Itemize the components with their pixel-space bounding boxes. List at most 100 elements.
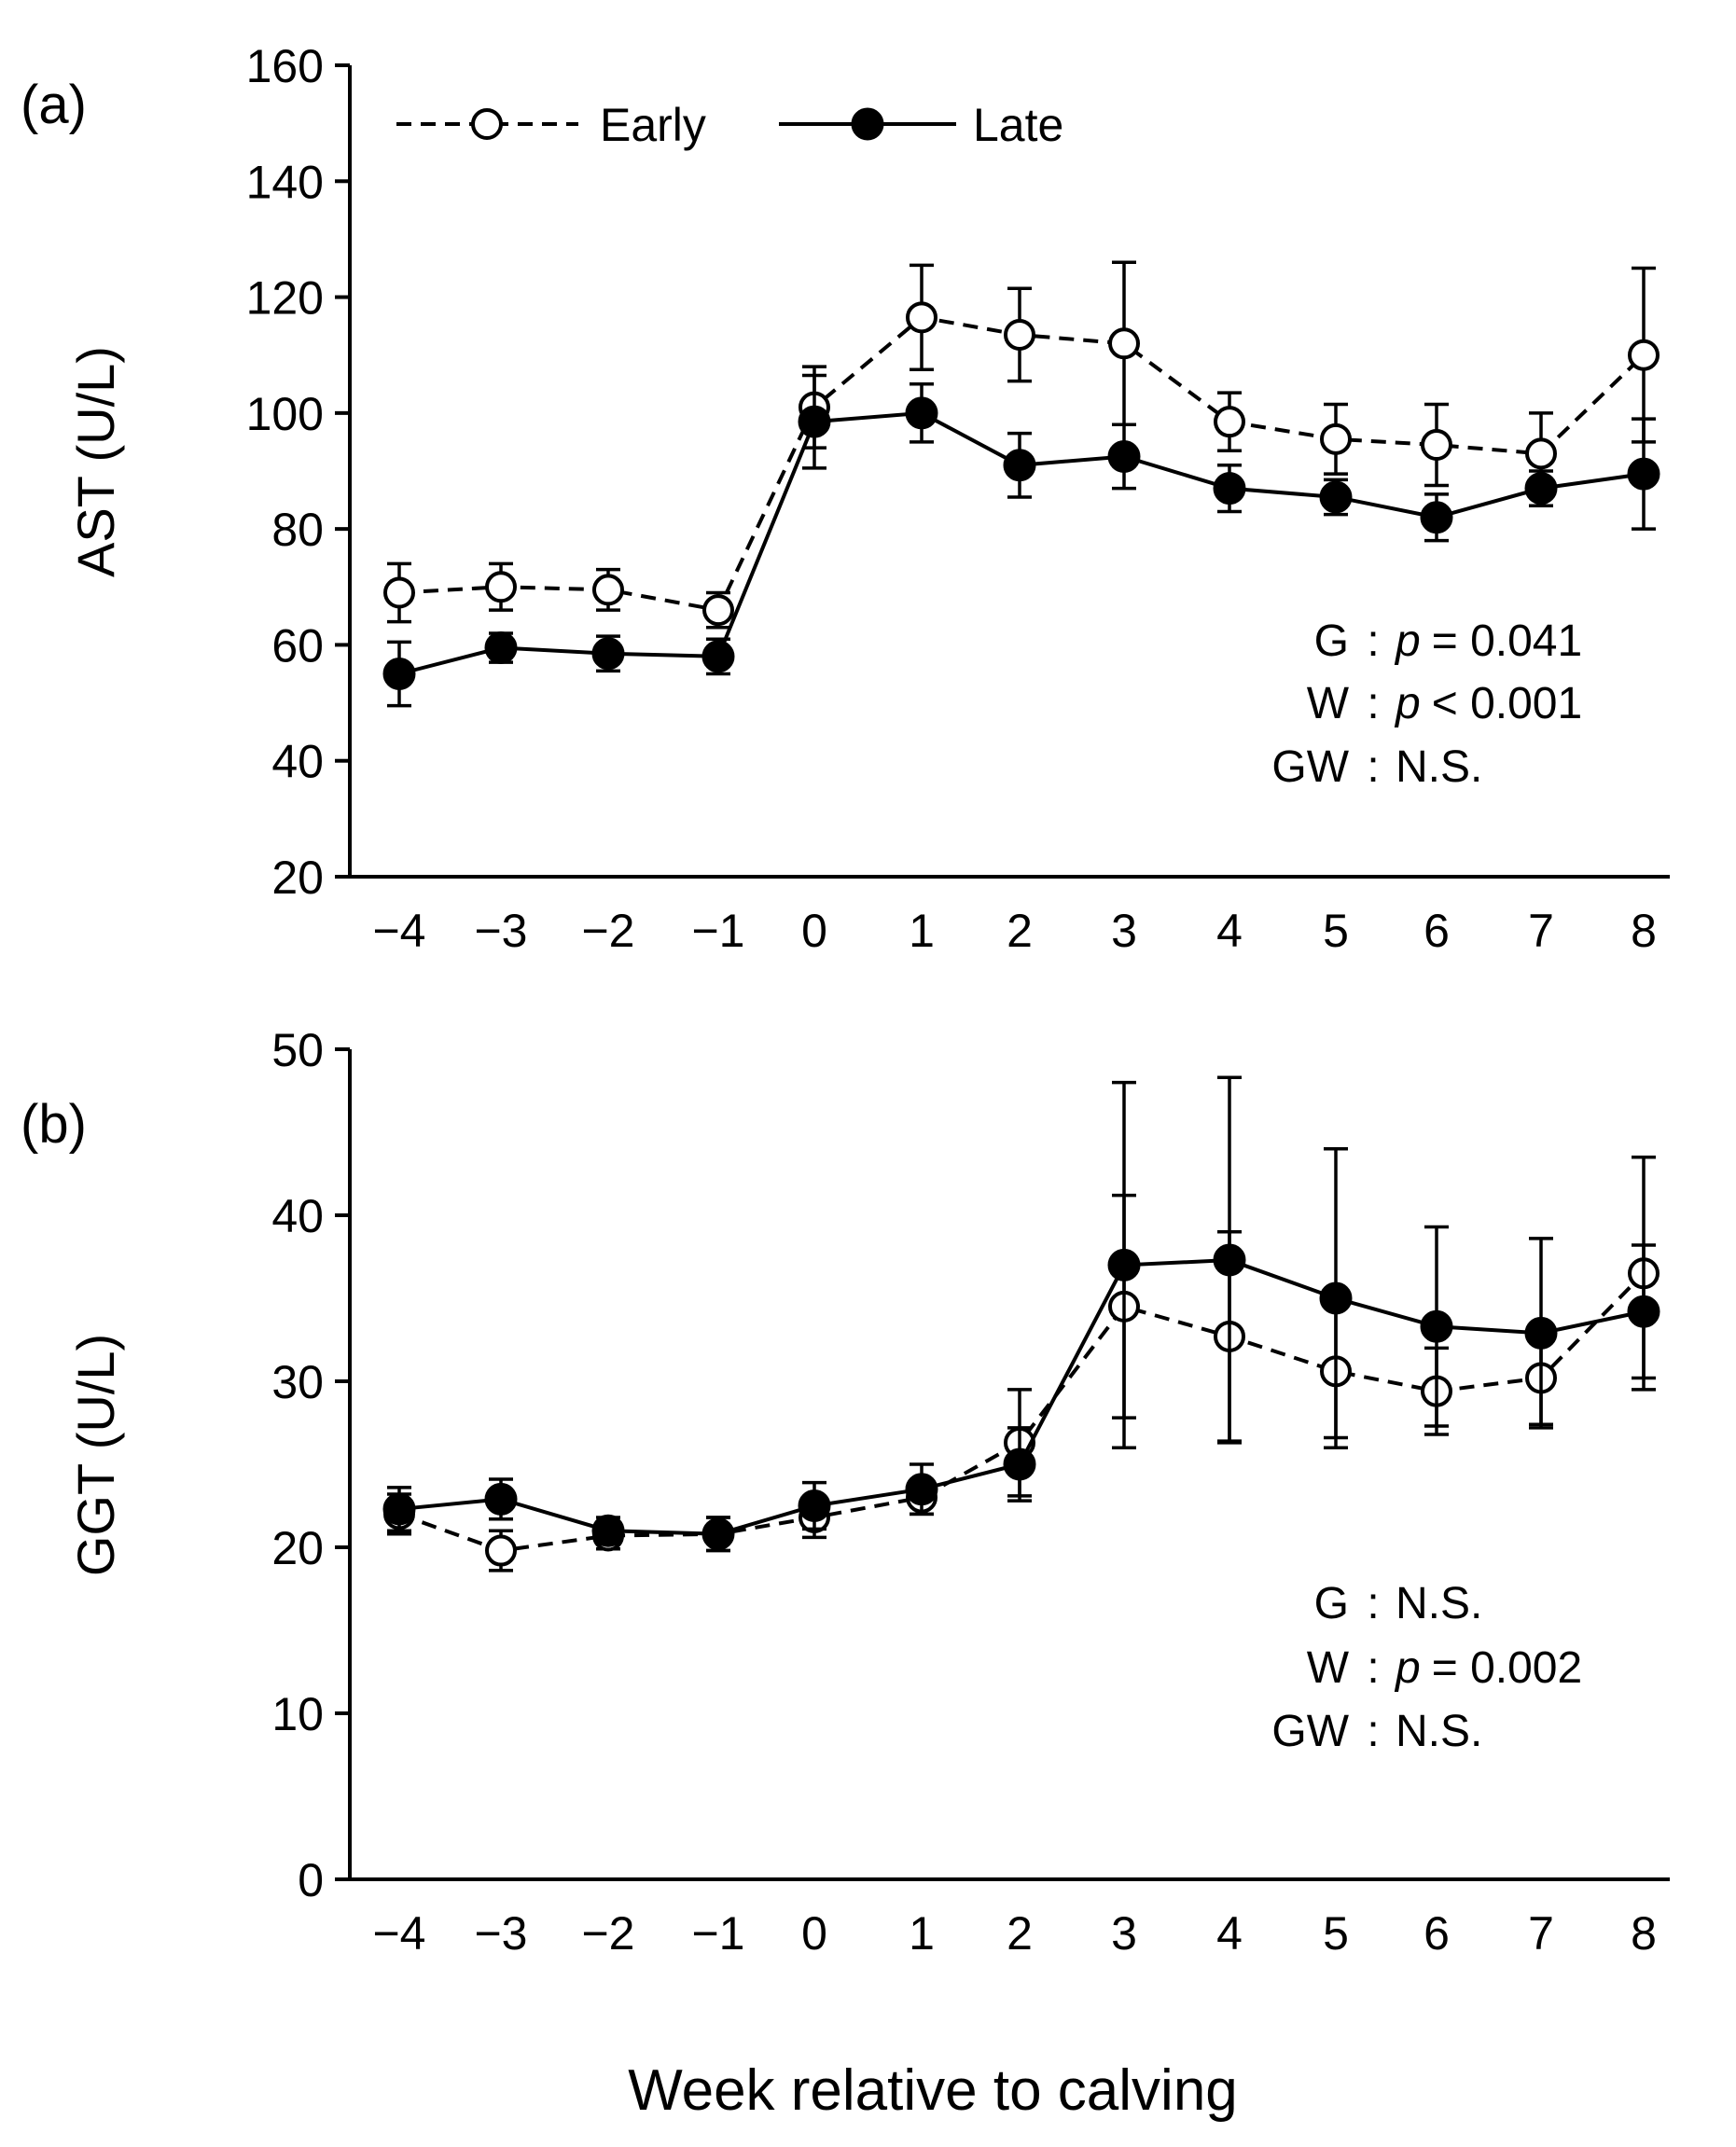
stat-term: GW — [1271, 1707, 1349, 1756]
panel-b-series — [382, 1075, 1660, 1572]
series-late — [382, 1075, 1660, 1553]
legend-late-filled-marker — [851, 107, 884, 141]
stat-value-text: N.S. — [1396, 742, 1482, 792]
data-point-early — [485, 571, 517, 603]
x-axis-title: Week relative to calving — [628, 2058, 1238, 2123]
panel-b-stat-gw: GW : N.S. — [1271, 1707, 1482, 1756]
data-point-early — [1525, 437, 1557, 470]
y-tick-label: 10 — [271, 1688, 324, 1740]
data-point-late — [1319, 480, 1353, 514]
legend: Early Late — [396, 99, 1063, 151]
data-point-late — [1213, 472, 1246, 506]
stat-p-symbol: p — [1394, 1643, 1421, 1693]
x-tick-label: 7 — [1528, 1907, 1554, 1960]
series-line-late — [398, 1258, 1645, 1536]
x-tick-label: 3 — [1111, 905, 1137, 957]
panel-a-statistics: G : p = 0.041 W : p < 0.001 GW : N.S. — [1271, 616, 1582, 792]
y-tick-label: 0 — [298, 1854, 324, 1906]
data-point-late — [1420, 501, 1453, 534]
stat-value: p < 0.001 — [1394, 679, 1582, 728]
legend-item-early: Early — [396, 99, 706, 151]
stat-value-text: N.S. — [1396, 1707, 1482, 1756]
data-point-late — [1524, 472, 1558, 506]
y-tick-label: 20 — [271, 1522, 324, 1574]
y-tick-label: 40 — [271, 1190, 324, 1242]
stat-value: N.S. — [1396, 1579, 1482, 1628]
data-point-late — [798, 405, 831, 438]
data-point-early — [1320, 422, 1352, 455]
stat-value: p = 0.002 — [1394, 1643, 1582, 1693]
panel-b-y-axis-title: GGT (U/L) — [66, 1334, 125, 1576]
panel-b-label: (b) — [21, 1094, 87, 1155]
panel-b-x-ticks: −4 −3 −2 −1 0 1 2 3 4 5 6 7 8 — [372, 1907, 1656, 1960]
data-point-late — [1107, 1248, 1141, 1281]
data-point-late — [1213, 1243, 1246, 1277]
panel-a-series — [382, 260, 1660, 708]
stat-value-text: < 0.001 — [1432, 679, 1582, 728]
stat-value-text: = 0.041 — [1432, 616, 1582, 666]
data-point-late — [1003, 1447, 1036, 1481]
panel-a-x-ticks: −4 −3 −2 −1 0 1 2 3 4 5 6 7 8 — [372, 905, 1656, 957]
y-tick-label: 50 — [271, 1024, 324, 1076]
y-tick-label: 160 — [246, 40, 324, 92]
stat-p-symbol: p — [1394, 616, 1421, 666]
stat-p-symbol: p — [1394, 679, 1421, 728]
data-point-late — [1319, 1281, 1353, 1315]
stat-value: p = 0.041 — [1394, 616, 1582, 666]
x-tick-label: 3 — [1111, 1907, 1137, 1960]
stat-term: G — [1314, 616, 1349, 666]
x-tick-label: 6 — [1424, 905, 1450, 957]
data-point-early — [1214, 406, 1245, 438]
x-tick-label: −2 — [581, 1907, 634, 1960]
x-tick-label: 8 — [1631, 1907, 1657, 1960]
data-point-late — [591, 637, 625, 671]
panel-a-y-axis-title: AST (U/L) — [66, 346, 125, 577]
stat-separator: : — [1367, 1707, 1379, 1756]
panel-b-stat-g: G : N.S. — [1314, 1579, 1483, 1628]
panel-b-y-ticks: 0 10 20 30 40 50 — [271, 1024, 350, 1906]
series-early — [383, 260, 1660, 630]
stat-term: G — [1314, 1579, 1349, 1628]
stat-separator: : — [1367, 1579, 1379, 1628]
data-point-late — [905, 1473, 938, 1506]
data-point-late — [484, 631, 518, 665]
data-point-late — [1107, 439, 1141, 473]
panel-a-stat-g: G : p = 0.041 — [1314, 616, 1583, 666]
data-point-late — [905, 396, 938, 430]
data-point-late — [1627, 1295, 1660, 1328]
legend-item-late: Late — [779, 99, 1063, 151]
x-tick-label: 6 — [1424, 1907, 1450, 1960]
y-tick-label: 140 — [246, 156, 324, 208]
data-point-early — [383, 576, 415, 609]
stat-value: N.S. — [1396, 1707, 1482, 1756]
y-tick-label: 120 — [246, 272, 324, 325]
x-tick-label: 5 — [1323, 1907, 1349, 1960]
panel-a-stat-w: W : p < 0.001 — [1307, 679, 1583, 728]
panel-a-axes — [348, 65, 1670, 879]
stat-separator: : — [1367, 742, 1379, 792]
y-tick-label: 20 — [271, 852, 324, 904]
data-point-late — [701, 1517, 735, 1551]
y-tick-label: 40 — [271, 736, 324, 788]
x-tick-label: −3 — [474, 1907, 527, 1960]
data-point-early — [702, 594, 734, 627]
data-point-early — [1004, 318, 1035, 351]
x-tick-label: 4 — [1216, 905, 1243, 957]
x-tick-label: 2 — [1007, 905, 1033, 957]
data-point-late — [382, 658, 416, 690]
y-tick-label: 80 — [271, 504, 324, 556]
data-point-late — [382, 1492, 416, 1526]
series-line-early — [398, 1271, 1646, 1553]
data-point-early — [906, 301, 937, 334]
x-tick-label: 0 — [801, 905, 827, 957]
data-point-early — [1421, 429, 1452, 462]
data-point-late — [1524, 1316, 1558, 1350]
x-tick-label: −4 — [372, 905, 425, 957]
panel-b-axes — [348, 1049, 1670, 1881]
series-late — [382, 373, 1660, 708]
x-tick-label: 1 — [909, 905, 935, 957]
x-tick-label: −1 — [691, 1907, 744, 1960]
panel-a-stat-gw: GW : N.S. — [1271, 742, 1482, 792]
y-tick-label: 30 — [271, 1356, 324, 1408]
